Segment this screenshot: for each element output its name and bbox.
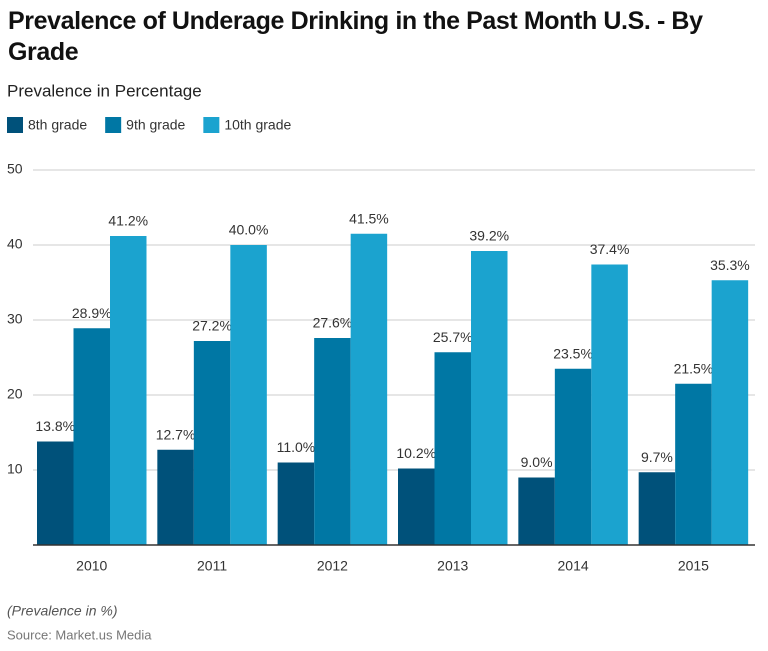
bar [73,328,110,545]
bar [277,462,315,545]
bar [37,441,74,545]
x-tick-label: 2010 [76,558,107,574]
bar [434,352,471,545]
value-label: 28.9% [72,305,112,321]
value-label: 23.5% [553,345,593,361]
y-tick-label: 10 [7,461,23,477]
source: Source: Market.us Media [7,627,152,642]
bar [675,383,712,545]
value-label: 35.3% [710,257,750,273]
value-label: 9.0% [521,454,553,470]
bar [591,264,628,545]
value-label: 11.0% [277,439,316,455]
bar [518,477,555,545]
value-label: 25.7% [433,329,473,345]
value-label: 9.7% [641,449,673,465]
value-label: 10.2% [396,445,436,461]
bar [350,233,388,545]
value-label: 41.5% [349,210,389,226]
bar [157,449,194,545]
legend-label: 9th grade [126,117,185,133]
legend-swatch [203,117,220,133]
legend-label: 10th grade [224,117,291,133]
x-tick-label: 2015 [678,558,709,574]
bar [110,236,147,545]
legend-label: 8th grade [28,117,87,133]
bar [554,368,592,545]
x-tick-label: 2014 [558,558,589,574]
chart-title: Prevalence of Underage Drinking in the P… [8,7,703,66]
bar [711,280,749,545]
value-label: 40.0% [229,222,269,238]
chart-subtitle: Prevalence in Percentage [7,81,202,100]
bar [398,468,435,545]
value-label: 27.6% [313,315,353,331]
x-tick-label: 2011 [197,558,227,574]
value-label: 13.8% [35,418,75,434]
value-label: 39.2% [469,228,509,244]
bar [314,338,351,545]
value-label: 27.2% [192,318,232,334]
value-label: 37.4% [590,241,630,257]
value-label: 41.2% [108,213,148,229]
legend-swatch [7,117,23,133]
bar [471,251,508,545]
y-tick-label: 40 [7,236,23,252]
value-label: 12.7% [156,426,196,442]
x-tick-label: 2013 [437,558,468,574]
legend-swatch [105,117,122,133]
bar [638,472,676,545]
note: (Prevalence in %) [7,603,118,619]
y-tick-label: 50 [7,161,23,177]
x-tick-label: 2012 [317,558,348,574]
y-tick-label: 20 [7,386,23,402]
bar [230,245,267,545]
y-tick-label: 30 [7,311,23,327]
bar [193,341,231,545]
value-label: 21.5% [674,360,714,376]
